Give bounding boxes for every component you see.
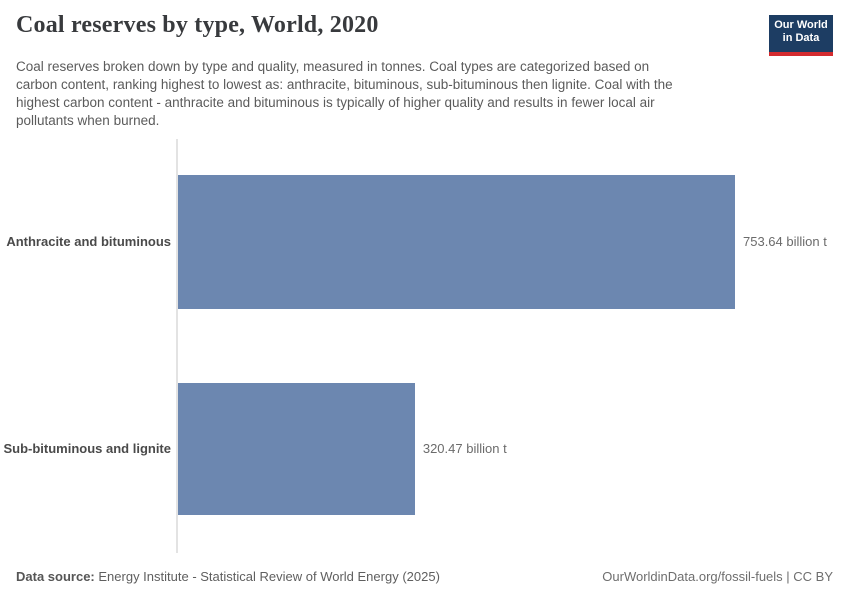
value-label-anthracite-bituminous: 753.64 billion t bbox=[743, 234, 827, 249]
subtitle-line: carbon content, ranking highest to lowes… bbox=[16, 77, 673, 92]
credit-line: OurWorldinData.org/fossil-fuels | CC BY bbox=[602, 569, 833, 584]
owid-logo: Our World in Data bbox=[769, 15, 833, 56]
bar-subbituminous-lignite[interactable] bbox=[178, 383, 415, 515]
subtitle-line: Coal reserves broken down by type and qu… bbox=[16, 59, 650, 74]
value-label-subbituminous-lignite: 320.47 billion t bbox=[422, 441, 507, 456]
category-label-anthracite-bituminous: Anthracite and bituminous bbox=[6, 234, 171, 249]
owid-logo-line1: Our World bbox=[774, 19, 828, 31]
subtitle-line: pollutants when burned. bbox=[16, 113, 160, 128]
data-source-label: Data source: bbox=[16, 569, 95, 584]
y-axis-line bbox=[176, 139, 178, 553]
bar-anthracite-bituminous[interactable] bbox=[178, 175, 735, 309]
data-source: Data source: Energy Institute - Statisti… bbox=[16, 569, 440, 584]
data-source-text: Energy Institute - Statistical Review of… bbox=[98, 569, 440, 584]
owid-logo-line2: in Data bbox=[782, 32, 820, 44]
chart-subtitle: Coal reserves broken down by type and qu… bbox=[16, 58, 776, 130]
category-label-subbituminous-lignite: Sub-bituminous and lignite bbox=[3, 441, 171, 456]
subtitle-line: highest carbon content - anthracite and … bbox=[16, 95, 655, 110]
page-title: Coal reserves by type, World, 2020 bbox=[16, 12, 379, 38]
